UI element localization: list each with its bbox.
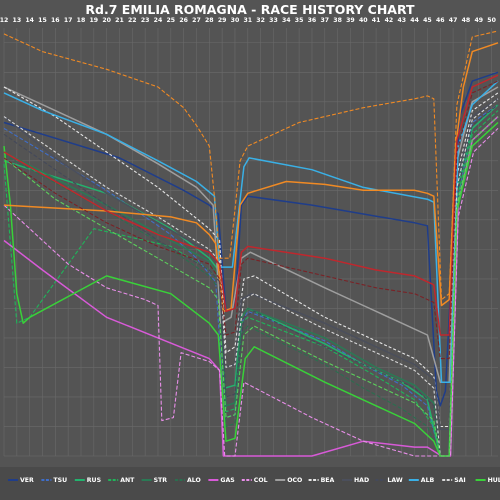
x-tick-label: 20	[102, 17, 111, 24]
legend-label: RUS	[87, 477, 101, 484]
series-line-alb	[3, 80, 499, 383]
x-tick-label: 33	[269, 17, 278, 24]
x-tick-label: 23	[141, 17, 150, 24]
legend-label: BEA	[321, 477, 335, 484]
x-tick-label: 41	[372, 17, 381, 24]
x-tick-label: 48	[462, 17, 471, 24]
x-tick-label: 16	[51, 17, 60, 24]
legend-label: ANT	[120, 477, 135, 484]
series-line-gas	[3, 116, 499, 457]
series-line-pia	[3, 30, 499, 301]
x-tick-label: 30	[231, 17, 240, 24]
series-line-ham	[3, 80, 499, 360]
x-tick-label: 36	[308, 17, 317, 24]
x-tick-label: 35	[295, 17, 304, 24]
x-tick-label: 28	[205, 17, 214, 24]
series-line-ver	[3, 71, 499, 407]
x-tick-label: 47	[449, 17, 458, 24]
x-tick-label: 38	[333, 17, 342, 24]
series-line-lec	[3, 74, 499, 336]
x-tick-label: 46	[436, 17, 445, 24]
x-tick-label: 37	[320, 17, 329, 24]
x-tick-label: 29	[218, 17, 227, 24]
x-tick-label: 43	[397, 17, 406, 24]
legend-background	[0, 467, 500, 500]
x-tick-label: 34	[282, 17, 291, 24]
legend-label: LAW	[387, 477, 402, 484]
x-tick-label: 44	[410, 17, 419, 24]
legend-label: GAS	[220, 477, 234, 484]
x-tick-label: 15	[38, 17, 47, 24]
x-tick-label: 12	[0, 17, 8, 24]
series-line-bea	[3, 86, 499, 428]
x-tick-label: 17	[64, 17, 73, 24]
legend-label: HUL	[488, 477, 500, 484]
x-tick-label: 32	[256, 17, 265, 24]
legend-label: ALO	[187, 477, 201, 484]
x-tick-labels: 12 13 14 15 16 17 18 19 20 21 22 23 24 25 26 27 28 29 30 31…	[0, 17, 497, 24]
series-lines	[3, 30, 499, 457]
legend-label: STR	[154, 477, 168, 484]
legend-label: COL	[254, 477, 268, 484]
x-tick-label: 22	[128, 17, 137, 24]
x-tick-label: 24	[154, 17, 163, 24]
x-tick-label: 39	[346, 17, 355, 24]
series-line-bor	[3, 116, 499, 457]
x-tick-label: 40	[359, 17, 368, 24]
x-tick-label: 45	[423, 17, 432, 24]
legend-label: HAD	[354, 477, 369, 484]
series-line-had	[3, 98, 499, 431]
legend-label: SAI	[454, 477, 466, 484]
x-tick-label: 13	[13, 17, 22, 24]
legend-label: OCO	[287, 477, 302, 484]
x-tick-label: 25	[166, 17, 175, 24]
x-tick-label: 31	[243, 17, 252, 24]
chart-title: Rd.7 EMILIA ROMAGNA - RACE HISTORY CHART	[85, 2, 415, 17]
x-tick-label: 19	[90, 17, 99, 24]
x-tick-label: 14	[25, 17, 34, 24]
x-tick-label: 27	[192, 17, 201, 24]
legend-label: VER	[20, 477, 34, 484]
legend: VER TSU RUS ANT STR ALO GAS COL OCO BEA HAD LAW ALB S…	[0, 467, 500, 500]
x-tick-label: 18	[77, 17, 86, 24]
legend-label: ALB	[421, 477, 435, 484]
legend-label: TSU	[53, 477, 67, 484]
x-tick-label: 26	[179, 17, 188, 24]
x-tick-label: 21	[115, 17, 124, 24]
x-tick-label: 42	[385, 17, 394, 24]
x-tick-label: 50	[487, 17, 496, 24]
x-tick-label: 49	[474, 17, 483, 24]
series-line-hul	[3, 121, 499, 457]
